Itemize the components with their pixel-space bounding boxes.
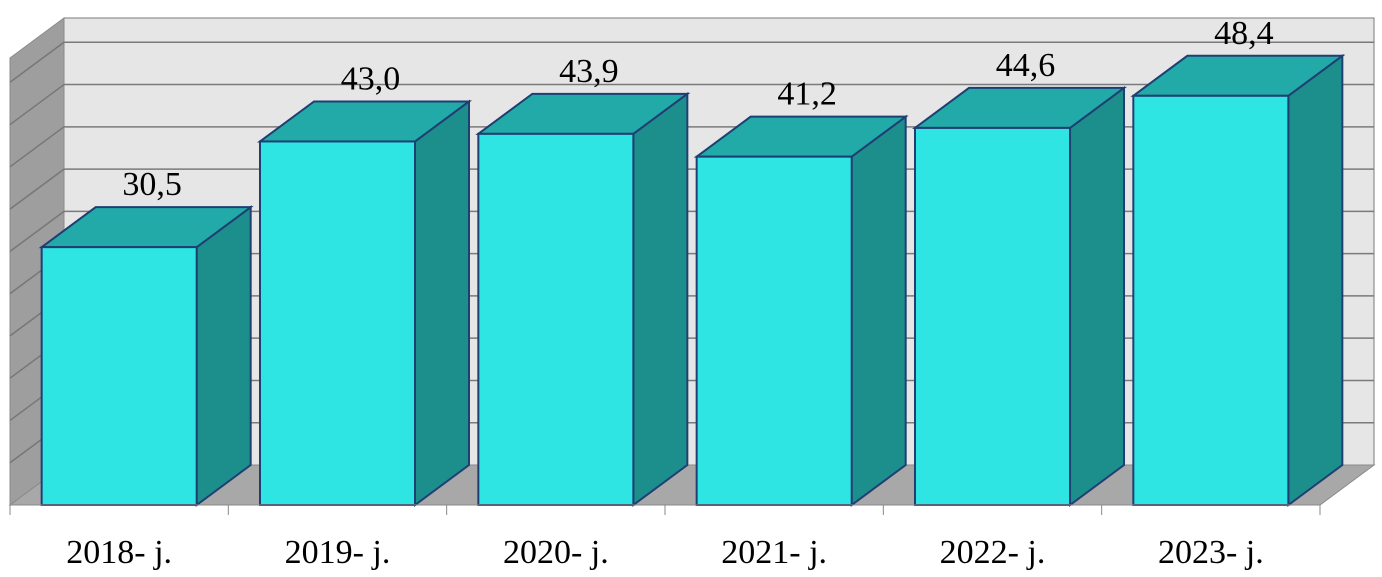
bar-side (632, 91, 689, 507)
data-label: 48,4 (1214, 15, 1274, 52)
data-label: 41,2 (777, 76, 837, 113)
x-tick-label: 2021- j. (721, 534, 827, 571)
bar-side (1287, 53, 1344, 507)
side-gridline (9, 83, 65, 126)
side-gridline (9, 168, 65, 210)
data-label: 43,9 (559, 53, 619, 90)
data-labels: 30,5 43,0 43,9 41,2 44,6 48,4 (122, 15, 1273, 203)
side-gridline (9, 210, 65, 252)
bar-front (477, 132, 635, 506)
bar-side (414, 99, 471, 507)
data-label: 44,6 (996, 47, 1056, 84)
bar-front (40, 246, 198, 507)
bar-front (1132, 94, 1290, 507)
x-tick-label: 2020- j. (503, 534, 609, 571)
bar-2020 (475, 91, 691, 507)
x-tick-label: 2018- j. (66, 534, 172, 571)
x-axis: 2018- j. 2019- j. 2020- j. 2021- j. 2022- j.… (9, 504, 1321, 571)
bar-2019 (256, 99, 473, 507)
bar-2018 (38, 205, 254, 507)
bar-2021 (693, 114, 909, 507)
data-label: 43,0 (341, 60, 401, 97)
side-gridline (9, 41, 65, 83)
data-label: 30,5 (122, 166, 182, 203)
x-tick-label: 2019- j. (285, 534, 391, 571)
bar-side (850, 114, 907, 507)
bar-2022 (911, 85, 1128, 507)
x-tick-label: 2023- j. (1158, 534, 1264, 571)
bar-front (695, 155, 853, 506)
side-gridline (9, 126, 65, 168)
bar-side (1069, 85, 1126, 507)
bar-front (913, 126, 1072, 506)
bar-2023 (1130, 53, 1346, 507)
bar-side (195, 205, 252, 507)
bar-front (258, 140, 417, 506)
bars (38, 53, 1346, 507)
x-tick-label: 2022- j. (940, 534, 1046, 571)
